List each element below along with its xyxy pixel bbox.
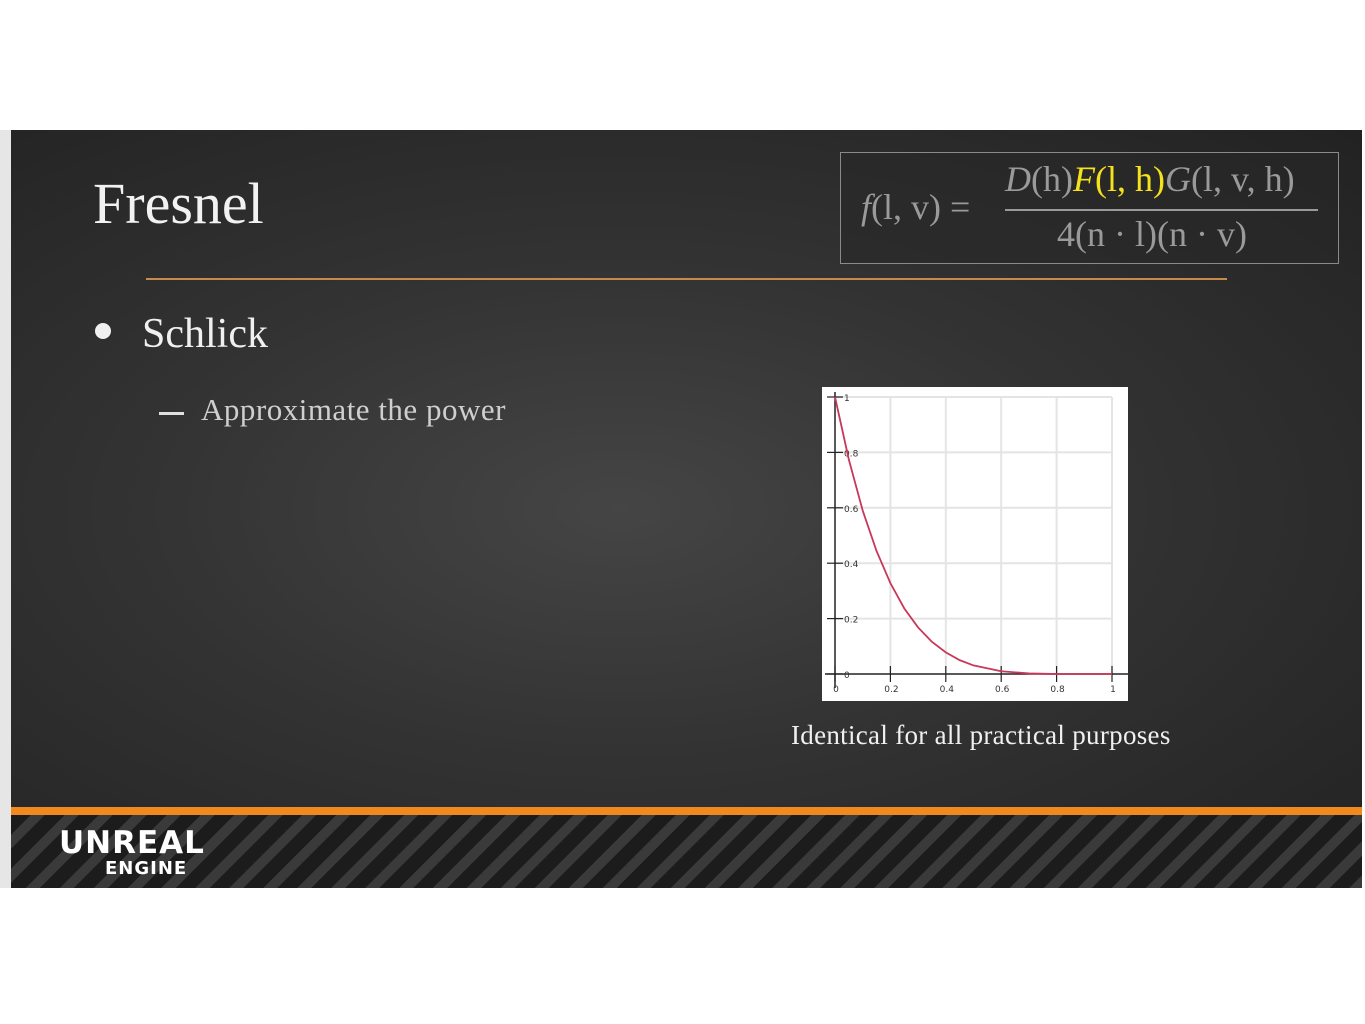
formula-denominator: 4(n · l)(n · v): [1057, 214, 1247, 254]
formula-F-args: (l, h): [1094, 159, 1165, 199]
formula-F: F: [1072, 159, 1095, 199]
slide-title: Fresnel: [93, 171, 264, 236]
formula-F-highlight: F(l, h): [1073, 159, 1165, 199]
chart-x-tick-label: 0.2: [884, 685, 898, 695]
brdf-formula-box: f(l, v) = D(h)F(l, h)G(l, v, h) 4(n · l)…: [840, 152, 1339, 264]
bullet-schlick: Schlick: [142, 311, 268, 357]
chart-y-tick-label: 0.8: [844, 449, 859, 459]
slide-left-edge: [0, 130, 11, 888]
fresnel-chart: 0 0.2 0.4 0.6 0.8 1 0 0.2 0.4 0.6 0.8 1: [822, 387, 1128, 701]
formula-fraction-bar: [1005, 209, 1318, 211]
bullet-dot-icon: [95, 323, 111, 339]
formula-G: G: [1164, 159, 1191, 199]
formula-lhs-args: (l, v) =: [871, 187, 971, 227]
chart-y-tick-label: 0.2: [844, 616, 858, 626]
chart-x-tick-label: 0: [833, 685, 839, 695]
formula-lhs-func: f: [861, 187, 872, 227]
footer-accent-band: [11, 807, 1362, 815]
sub-bullet-dash-icon: [159, 412, 184, 415]
chart-x-tick-label: 0.8: [1050, 685, 1065, 695]
title-divider: [146, 278, 1227, 280]
unreal-logo-sub: ENGINE: [105, 858, 188, 879]
formula-D: D: [1005, 159, 1031, 199]
chart-y-tick-label: 0.4: [844, 560, 859, 570]
chart-x-tick-label: 0.6: [995, 685, 1010, 695]
formula-numerator: D(h)F(l, h)G(l, v, h): [1005, 158, 1295, 200]
chart-y-tick-label: 0.6: [844, 505, 859, 515]
footer-bar: UNREAL ENGINE: [11, 815, 1362, 888]
chart-y-tick-label: 0: [844, 671, 850, 681]
formula-G-args: (l, v, h): [1190, 159, 1295, 199]
slide: Fresnel f(l, v) = D(h)F(l, h)G(l, v, h) …: [11, 130, 1362, 888]
chart-x-tick-label: 0.4: [940, 685, 955, 695]
chart-y-tick-label: 1: [844, 394, 850, 404]
chart-series-line: [834, 396, 1112, 675]
formula-D-args: (h): [1031, 159, 1073, 199]
formula-lhs: f(l, v) =: [861, 186, 970, 228]
unreal-logo-main: UNREAL: [59, 825, 205, 861]
fresnel-chart-svg: 0 0.2 0.4 0.6 0.8 1 0 0.2 0.4 0.6 0.8 1: [825, 392, 1128, 695]
sub-bullet-text: Approximate the power: [201, 392, 506, 427]
chart-x-tick-label: 1: [1110, 685, 1116, 695]
chart-caption: Identical for all practical purposes: [791, 720, 1171, 750]
